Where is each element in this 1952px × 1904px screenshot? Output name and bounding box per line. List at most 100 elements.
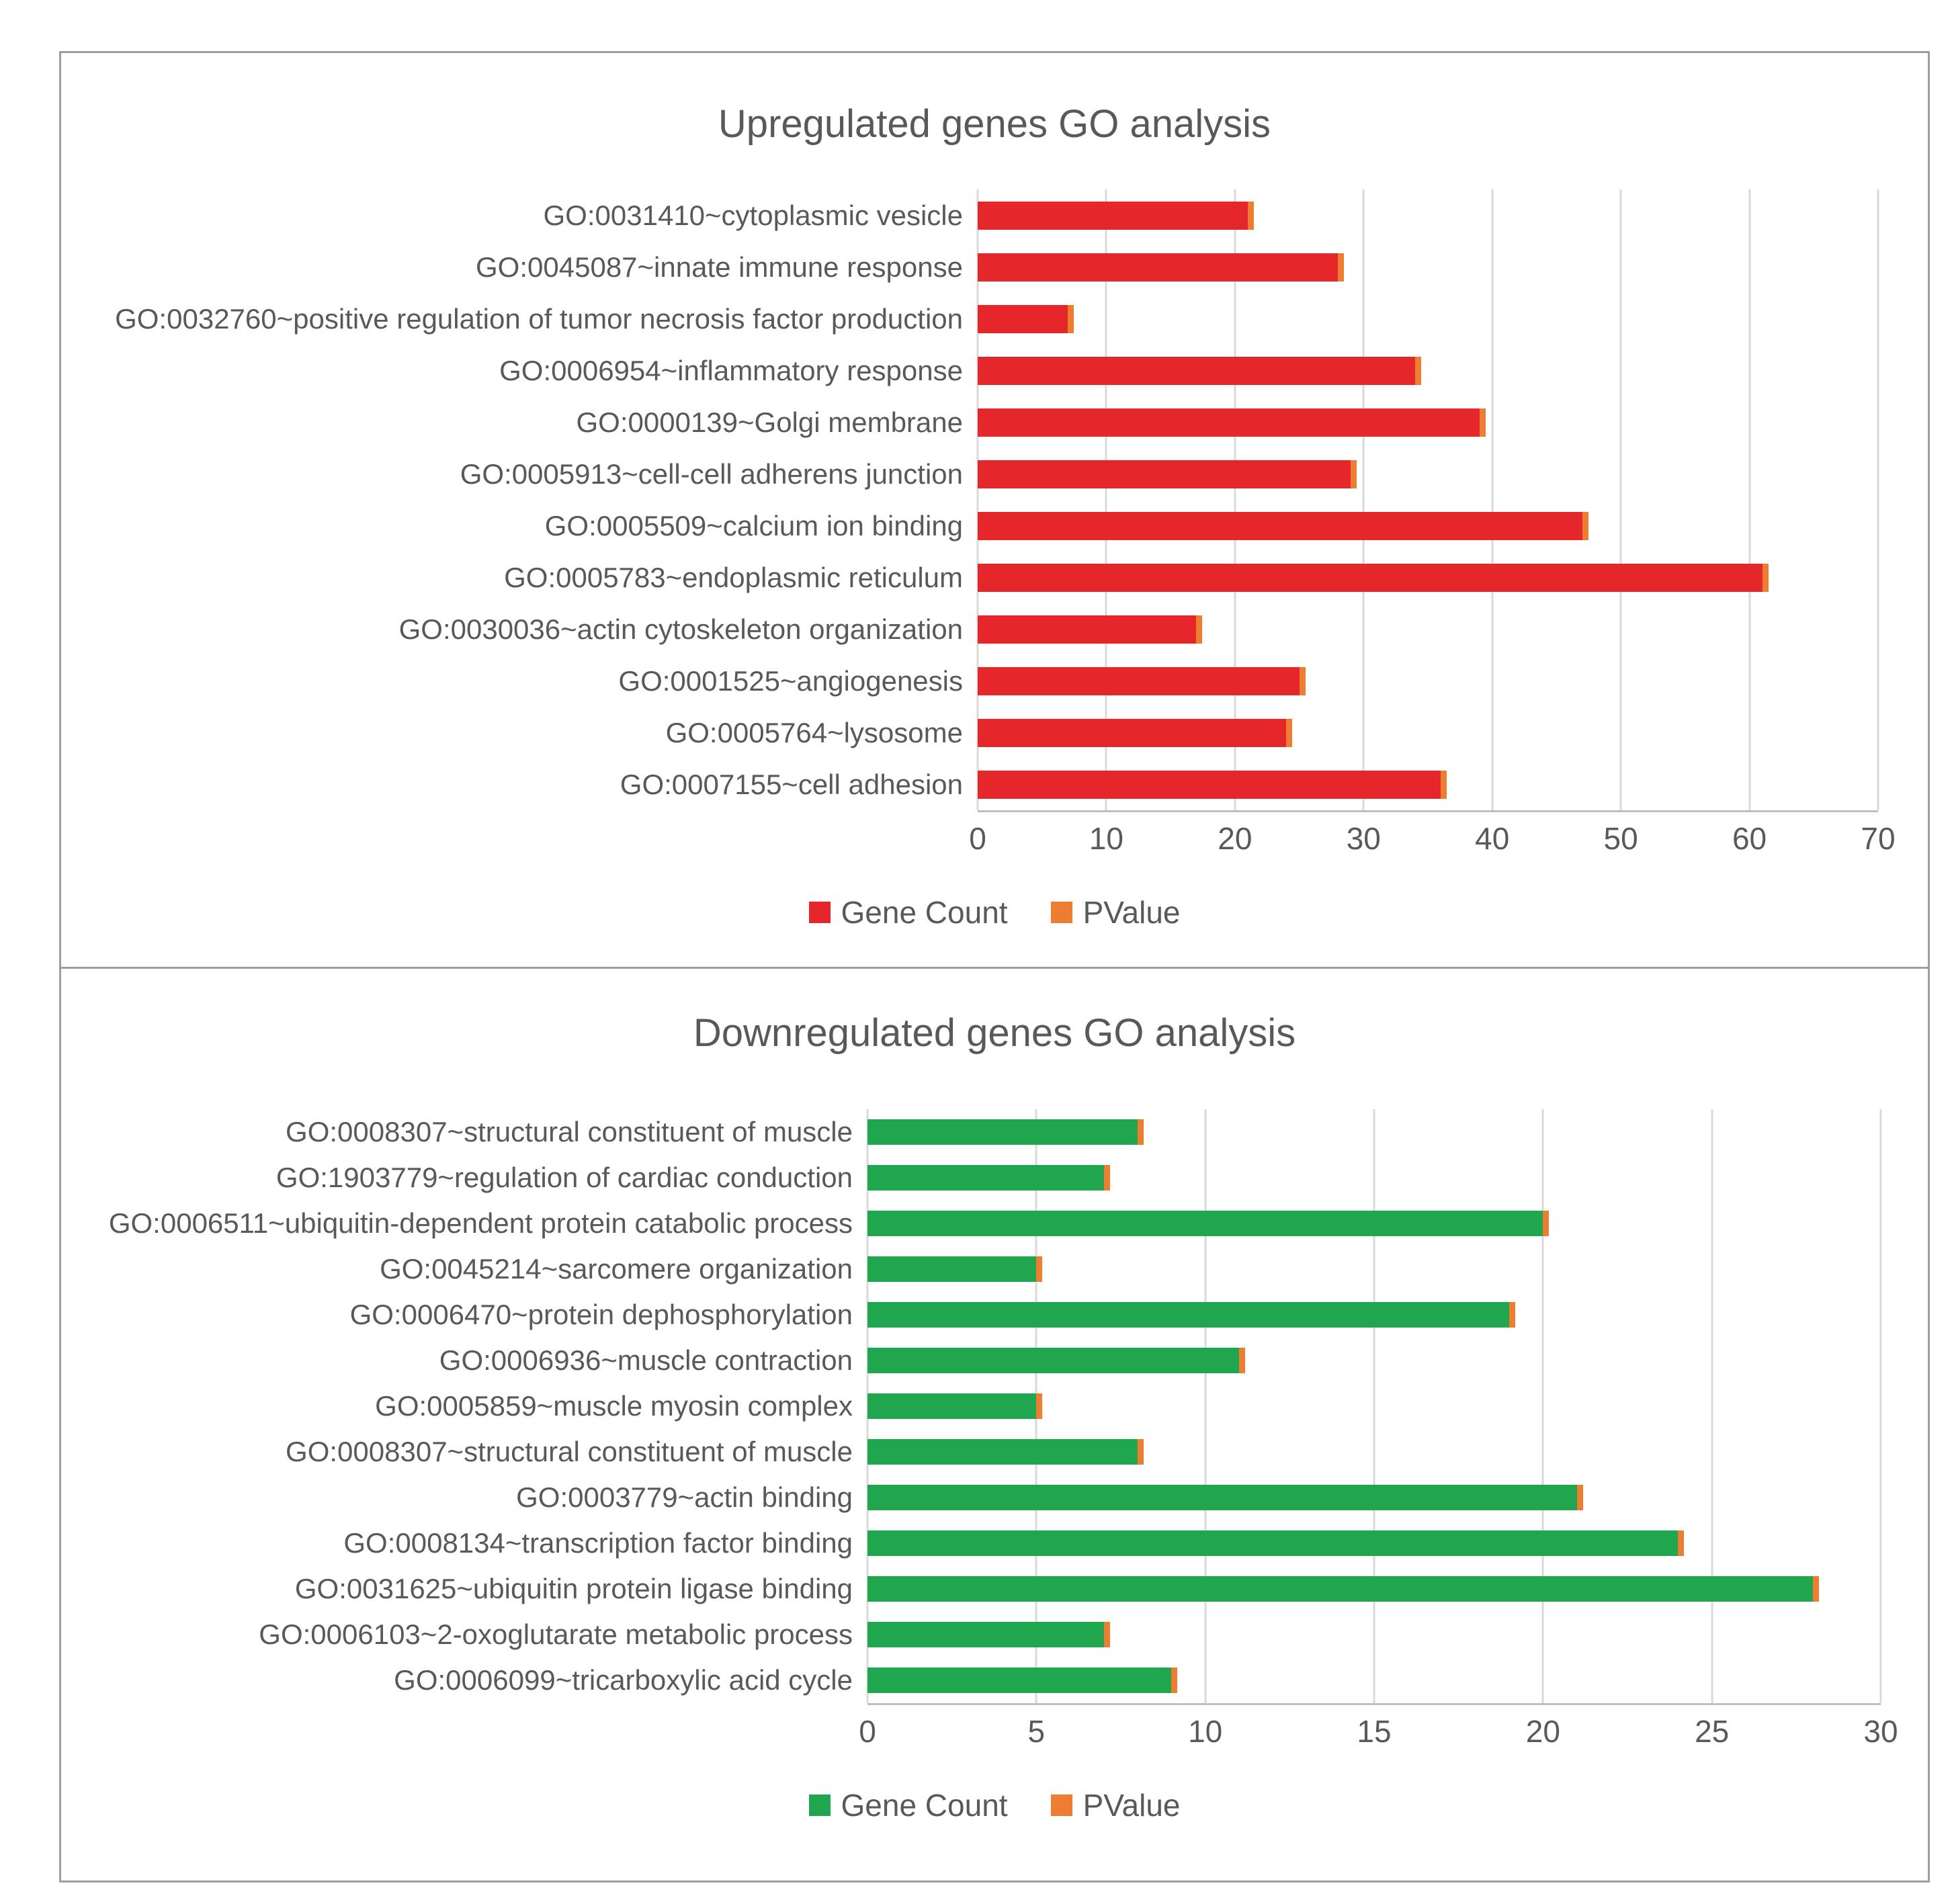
category-label: GO:0006936~muscle contraction [439,1344,853,1376]
legend: Gene Count PValue [61,1787,1928,1823]
bar-row [867,1612,1881,1657]
bar-row [867,1383,1881,1429]
x-tick-label: 40 [1475,821,1510,856]
gene-count-bar [978,770,1441,799]
gene-count-bar [867,1119,1138,1145]
category-label: GO:0006511~ubiquitin-dependent protein c… [108,1207,853,1239]
legend-marker-icon [808,902,831,923]
x-tick-label: 50 [1603,821,1638,856]
legend: Gene Count PValue [61,894,1928,931]
legend-item: Gene Count [808,894,1008,931]
category-label: GO:0005783~endoplasmic reticulum [504,561,963,593]
gene-count-bar [978,718,1287,747]
category-label: GO:0045087~innate immune response [476,251,963,283]
gridline [1491,189,1494,810]
category-label: GO:0008307~structural constituent of mus… [286,1436,853,1467]
gene-count-bar [867,1622,1104,1647]
figure-frame: Upregulated genes GO analysis GO:0031410… [59,51,1930,1883]
bar-row [867,1292,1881,1338]
bar-row [867,1109,1881,1155]
gene-count-bar [867,1211,1543,1236]
category-label: GO:0032760~positive regulation of tumor … [115,302,963,335]
gridline [1879,1109,1882,1703]
axis-spacer [61,1713,867,1756]
bar-row [978,707,1878,759]
gene-count-bar [978,356,1415,385]
gridline [1234,189,1236,810]
chart-panel-downregulated: Downregulated genes GO analysis GO:00083… [59,967,1930,1883]
x-tick-label: 0 [859,1714,876,1749]
pvalue-bar [1509,1302,1516,1328]
chart-title-downregulated: Downregulated genes GO analysis [693,1011,1296,1055]
x-tick-label: 10 [1188,1714,1223,1749]
pvalue-bar [1479,408,1486,437]
gene-count-bar [978,666,1300,695]
legend-marker-icon [1050,902,1072,923]
x-tick-label: 10 [1089,821,1124,856]
plot-area [866,1109,1882,1705]
x-axis: 0 5 10 15 20 25 30 [61,1713,1928,1756]
pvalue-bar [1299,666,1306,695]
bar-row [867,1246,1881,1292]
gene-count-bar [867,1530,1679,1556]
gridline [1748,189,1751,810]
pvalue-bar [1036,1393,1043,1419]
category-label: GO:0005913~cell-cell adherens junction [460,458,963,490]
bar-row [978,552,1878,603]
pvalue-bar [1414,356,1421,385]
category-label: GO:0007155~cell adhesion [620,768,963,800]
category-label: GO:0030036~actin cytoskeleton organizati… [398,613,963,645]
gridline [1877,189,1879,810]
category-label: GO:0003779~actin binding [516,1481,853,1513]
legend-item: Gene Count [808,1787,1008,1823]
legend-item: PValue [1050,1787,1181,1823]
category-label: GO:0008307~structural constituent of mus… [286,1116,853,1148]
gene-count-bar [978,408,1480,437]
pvalue-bar [1248,201,1254,230]
legend-label: PValue [1083,895,1181,930]
legend-marker-icon [1050,1794,1072,1816]
gridline [1541,1109,1544,1703]
category-label: GO:0031410~cytoplasmic vesicle [543,199,963,231]
gene-count-bar [978,201,1248,230]
x-tick-label: 60 [1732,821,1767,856]
chart-body: GO:0031410~cytoplasmic vesicle GO:0045087… [61,189,1928,812]
pvalue-bar [1068,304,1074,333]
x-axis: 0 10 20 30 40 50 60 70 [61,820,1928,863]
legend-item: PValue [1050,894,1181,931]
gene-count-bar [867,1439,1138,1465]
category-label: GO:0005764~lysosome [665,716,963,748]
x-tick-label: 0 [969,821,986,856]
category-label: GO:0008134~transcription factor binding [343,1527,853,1559]
gene-count-bar [867,1576,1814,1602]
category-label: GO:0045214~sarcomere organization [380,1253,853,1285]
x-axis-ticks: 0 5 10 15 20 25 30 [859,1713,1898,1756]
category-label: GO:0005859~muscle myosin complex [375,1390,853,1422]
pvalue-bar [1441,770,1447,799]
gene-count-bar [867,1668,1172,1693]
gridline [1204,1109,1207,1703]
bar-row [867,1429,1881,1475]
legend-label: PValue [1083,1788,1181,1823]
x-axis-ticks: 0 10 20 30 40 50 60 70 [969,820,1895,863]
pvalue-bar [1138,1439,1144,1465]
gene-count-bar [978,460,1351,488]
pvalue-bar [1138,1119,1144,1145]
pvalue-bar [1103,1165,1110,1191]
pvalue-bar [1171,1668,1178,1693]
gene-count-bar [978,253,1338,282]
category-label: GO:0006099~tricarboxylic acid cycle [394,1664,853,1696]
bar-row [978,759,1878,810]
pvalue-bar [1582,511,1588,540]
bar-row [978,396,1878,448]
bar-row [978,241,1878,293]
bar-row [867,1566,1881,1612]
pvalue-bar [1576,1485,1583,1510]
chart-panel-upregulated: Upregulated genes GO analysis GO:0031410… [59,51,1930,969]
pvalue-bar [1036,1256,1043,1282]
category-label: GO:0031625~ubiquitin protein ligase bind… [294,1573,853,1604]
gene-count-bar [867,1393,1037,1419]
chart-body: GO:0008307~structural constituent of mus… [61,1109,1928,1705]
chart-title-upregulated: Upregulated genes GO analysis [718,102,1271,146]
pvalue-bar [1196,615,1203,644]
